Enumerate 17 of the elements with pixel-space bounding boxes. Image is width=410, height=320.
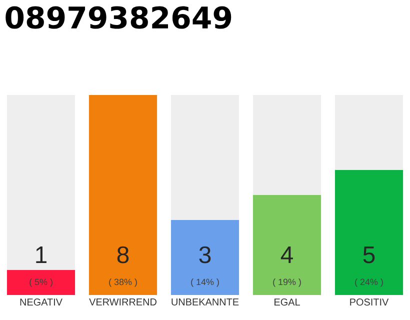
bar [6,270,76,295]
annotation: ( 19% ) [273,278,301,287]
x-tick-label: VERWIRREND [89,298,156,306]
annotation: ( 38% ) [109,278,137,287]
annotation: ( 14% ) [191,278,219,287]
x-tick-label: POSITIV [350,298,389,306]
chart-title: 08979382649 [6,6,232,29]
x-tick-label: UNBEKANNTE [172,298,239,306]
data-label: 4 [280,246,293,263]
data-label: 1 [36,246,46,263]
data-label: 5 [363,246,375,264]
data-label: 8 [117,246,129,264]
annotation: ( 5% ) [30,278,52,287]
data-label: 3 [199,246,211,264]
annotation: ( 24% ) [355,278,383,287]
x-tick-label: EGAL [274,298,300,306]
x-tick-label: NEGATIV [20,298,62,306]
